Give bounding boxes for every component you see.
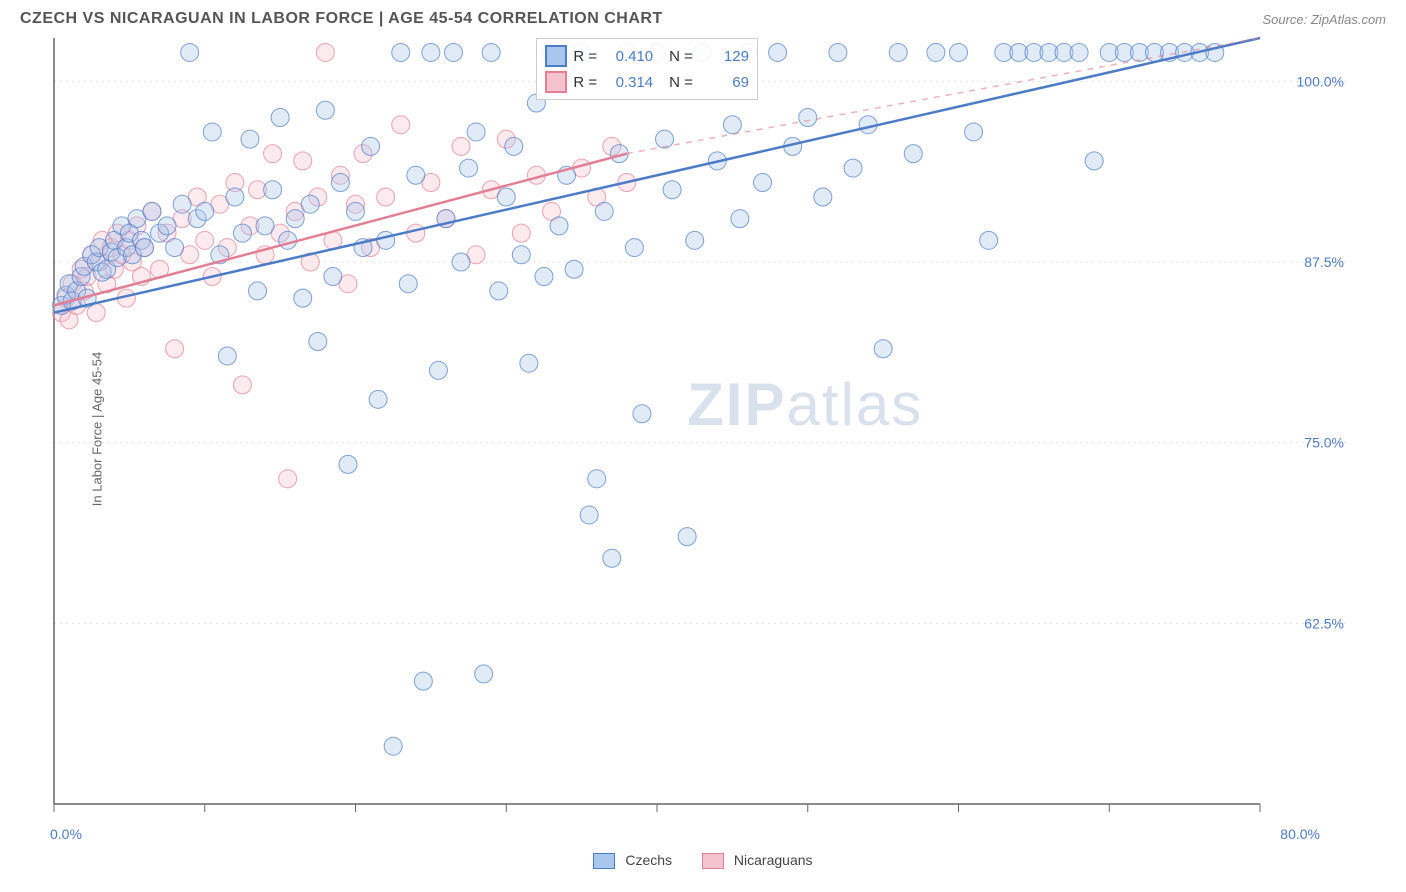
- legend-row-czechs: R = 0.410 N = 129: [545, 43, 749, 69]
- scatter-chart-svg: 62.5% 75.0% 87.5% 100.0%: [50, 34, 1350, 824]
- x-max-label: 80.0%: [1280, 826, 1320, 842]
- chart-header: CZECH VS NICARAGUAN IN LABOR FORCE | AGE…: [0, 0, 1406, 34]
- svg-text:75.0%: 75.0%: [1304, 435, 1344, 451]
- r-value-nicaraguans: 0.314: [603, 74, 653, 91]
- n-value-czechs: 129: [699, 48, 749, 65]
- legend-swatch-nicaraguans: [545, 71, 567, 93]
- legend-swatch-bottom-nicaraguans: [702, 853, 724, 869]
- n-value-nicaraguans: 69: [699, 74, 749, 91]
- r-label: R =: [573, 48, 597, 65]
- chart-title: CZECH VS NICARAGUAN IN LABOR FORCE | AGE…: [20, 10, 663, 28]
- legend-row-nicaraguans: R = 0.314 N = 69: [545, 69, 749, 95]
- legend-label-czechs: Czechs: [625, 852, 672, 868]
- svg-text:100.0%: 100.0%: [1297, 73, 1344, 89]
- legend-swatch-czechs: [545, 45, 567, 67]
- x-axis-labels: 0.0% 80.0%: [50, 826, 1350, 848]
- legend-label-nicaraguans: Nicaraguans: [734, 852, 813, 868]
- svg-text:62.5%: 62.5%: [1304, 615, 1344, 631]
- r-value-czechs: 0.410: [603, 48, 653, 65]
- legend-swatch-bottom-czechs: [593, 853, 615, 869]
- legend-item-czechs: Czechs: [593, 852, 672, 869]
- source-label: Source: ZipAtlas.com: [1262, 12, 1386, 27]
- svg-text:87.5%: 87.5%: [1304, 254, 1344, 270]
- legend-item-nicaraguans: Nicaraguans: [702, 852, 813, 869]
- chart-area: In Labor Force | Age 45-54 62.5% 75.0% 87.…: [50, 34, 1386, 824]
- r-label-2: R =: [573, 74, 597, 91]
- x-min-label: 0.0%: [50, 826, 82, 842]
- correlation-legend-box: R = 0.410 N = 129 R = 0.314 N = 69: [536, 38, 758, 100]
- n-label-2: N =: [669, 74, 693, 91]
- n-label: N =: [669, 48, 693, 65]
- y-axis-label: In Labor Force | Age 45-54: [90, 352, 105, 506]
- series-legend: Czechs Nicaraguans: [0, 852, 1406, 869]
